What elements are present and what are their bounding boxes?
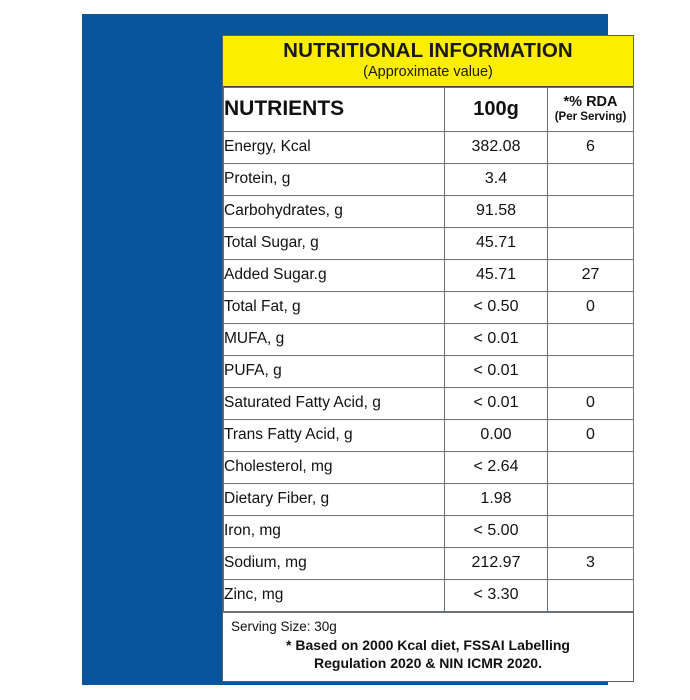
table-row: Iron, mg < 5.00 [223, 514, 634, 548]
nutrient-rda-cell [547, 162, 634, 196]
nutrient-rda-cell: 0 [547, 418, 634, 452]
nutrient-rda-cell [547, 322, 634, 356]
nutrient-value-cell: < 2.64 [444, 450, 548, 484]
table-row: Cholesterol, mg < 2.64 [223, 450, 634, 484]
nutrient-value-cell: < 3.30 [444, 578, 548, 612]
serving-size-text: Serving Size: 30g [231, 618, 337, 634]
nutrient-rda-cell [547, 194, 634, 228]
nutrient-value-cell: 91.58 [444, 194, 548, 228]
nutrient-name-cell: Dietary Fiber, g [223, 482, 445, 516]
nutrient-rda-cell [547, 354, 634, 388]
table-row: Carbohydrates, g 91.58 [223, 194, 634, 228]
nutrient-rda-cell: 0 [547, 290, 634, 324]
table-row: Added Sugar.g 45.71 27 [223, 258, 634, 292]
nutrient-name-cell: MUFA, g [223, 322, 445, 356]
nutrient-rda-cell [547, 578, 634, 612]
nutrient-rda-cell [547, 482, 634, 516]
nutrient-name-cell: Carbohydrates, g [223, 194, 445, 228]
label-subtitle: (Approximate value) [363, 63, 493, 80]
nutrient-name-cell: Saturated Fatty Acid, g [223, 386, 445, 420]
nutrient-value-cell: 1.98 [444, 482, 548, 516]
nutrient-name-cell: Added Sugar.g [223, 258, 445, 292]
table-row: Total Sugar, g 45.71 [223, 226, 634, 260]
nutrient-value-cell: < 0.01 [444, 386, 548, 420]
nutrition-table: NUTRIENTS 100g *% RDA (Per Serving) Ener… [223, 86, 634, 612]
nutrient-rda-cell: 0 [547, 386, 634, 420]
table-row: Protein, g 3.4 [223, 162, 634, 196]
nutrient-value-cell: < 0.01 [444, 354, 548, 388]
table-row: Zinc, mg < 3.30 [223, 578, 634, 612]
nutrient-name-cell: Cholesterol, mg [223, 450, 445, 484]
nutrient-name-cell: Protein, g [223, 162, 445, 196]
rda-basis-line-1: * Based on 2000 Kcal diet, FSSAI Labelli… [286, 637, 570, 654]
label-title: NUTRITIONAL INFORMATION [283, 39, 573, 62]
nutrient-name-cell: Iron, mg [223, 514, 445, 548]
nutrient-value-cell: < 5.00 [444, 514, 548, 548]
table-row: Energy, Kcal 382.08 6 [223, 130, 634, 164]
nutrient-value-cell: 45.71 [444, 226, 548, 260]
nutrient-rda-cell: 6 [547, 130, 634, 164]
table-row: Trans Fatty Acid, g 0.00 0 [223, 418, 634, 452]
nutrition-table-body: Energy, Kcal 382.08 6 Protein, g 3.4 Carbohyd… [223, 130, 634, 612]
column-header-rda-note: (Per Serving) [554, 110, 627, 123]
table-row: Saturated Fatty Acid, g < 0.01 0 [223, 386, 634, 420]
table-row: Dietary Fiber, g 1.98 [223, 482, 634, 516]
nutrient-value-cell: < 0.01 [444, 322, 548, 356]
nutrient-value-cell: 212.97 [444, 546, 548, 580]
label-footer: Serving Size: 30g * Based on 2000 Kcal d… [223, 611, 633, 681]
blue-background-panel: NUTRITIONAL INFORMATION (Approximate val… [82, 14, 634, 685]
nutrient-rda-cell [547, 226, 634, 260]
nutrient-rda-cell [547, 450, 634, 484]
column-header-nutrients: NUTRIENTS [223, 86, 445, 132]
column-header-per-100g: 100g [444, 86, 548, 132]
table-row: PUFA, g < 0.01 [223, 354, 634, 388]
table-header-row: NUTRIENTS 100g *% RDA (Per Serving) [223, 86, 634, 132]
column-header-rda-main: *% RDA [563, 94, 618, 111]
table-row: Total Fat, g < 0.50 0 [223, 290, 634, 324]
nutrient-name-cell: Total Fat, g [223, 290, 445, 324]
table-row: MUFA, g < 0.01 [223, 322, 634, 356]
column-header-rda: *% RDA (Per Serving) [547, 86, 634, 132]
nutrient-name-cell: Trans Fatty Acid, g [223, 418, 445, 452]
rda-basis-line-2: Regulation 2020 & NIN ICMR 2020. [314, 655, 542, 672]
nutrient-value-cell: < 0.50 [444, 290, 548, 324]
label-title-band: NUTRITIONAL INFORMATION (Approximate val… [223, 36, 633, 87]
nutrient-value-cell: 0.00 [444, 418, 548, 452]
nutrient-name-cell: PUFA, g [223, 354, 445, 388]
nutrient-rda-cell [547, 514, 634, 548]
nutrient-rda-cell: 3 [547, 546, 634, 580]
nutrient-name-cell: Energy, Kcal [223, 130, 445, 164]
nutrient-name-cell: Total Sugar, g [223, 226, 445, 260]
nutrient-value-cell: 3.4 [444, 162, 548, 196]
nutrient-value-cell: 382.08 [444, 130, 548, 164]
nutrient-value-cell: 45.71 [444, 258, 548, 292]
nutrient-rda-cell: 27 [547, 258, 634, 292]
nutrient-name-cell: Sodium, mg [223, 546, 445, 580]
nutrition-label-card: NUTRITIONAL INFORMATION (Approximate val… [222, 35, 634, 682]
rda-basis-note: * Based on 2000 Kcal diet, FSSAI Labelli… [231, 637, 625, 673]
table-row: Sodium, mg 212.97 3 [223, 546, 634, 580]
nutrient-name-cell: Zinc, mg [223, 578, 445, 612]
